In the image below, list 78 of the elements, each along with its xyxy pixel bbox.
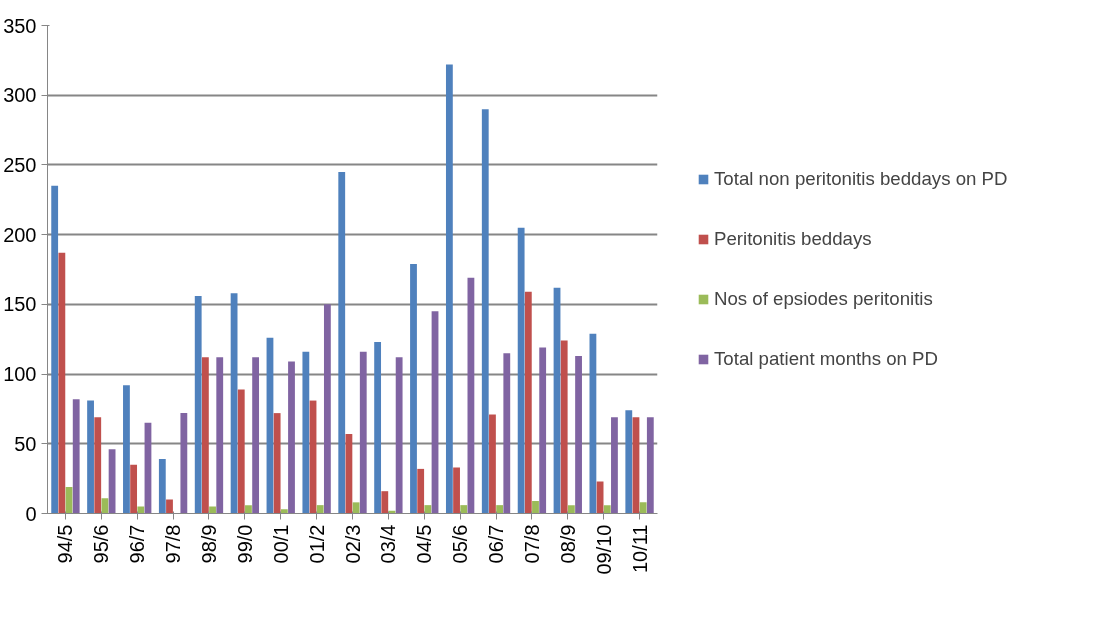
bar: [417, 468, 425, 514]
bar: [524, 291, 532, 514]
x-tick-label: 98/9: [197, 524, 220, 564]
x-tick-label: 99/0: [233, 524, 256, 564]
legend-label: Total non peritonitis beddays on PD: [714, 168, 1008, 190]
legend-label: Nos of epsiodes peritonitis: [714, 288, 933, 310]
bar: [201, 357, 209, 514]
bar: [216, 357, 224, 514]
bar: [395, 357, 403, 514]
legend-label: Total patient months on PD: [714, 348, 939, 370]
bar: [51, 185, 59, 514]
bar: [625, 410, 633, 514]
x-tick-label: 07/8: [520, 524, 543, 564]
bar: [338, 171, 346, 514]
bar: [424, 505, 432, 514]
bar: [166, 499, 173, 514]
bar: [611, 417, 618, 514]
bar: [560, 340, 568, 514]
bar: [323, 304, 331, 514]
bar: [94, 417, 102, 514]
bar: [453, 467, 460, 514]
y-tick-label: 150: [3, 293, 37, 316]
x-tick-label: 96/7: [126, 524, 149, 564]
bar: [280, 509, 288, 514]
y-tick-label: 0: [25, 502, 37, 525]
bar: [445, 64, 453, 514]
bar: [180, 413, 188, 514]
bar: [489, 414, 496, 514]
x-tick-label: 97/8: [162, 524, 185, 564]
y-tick-label: 50: [14, 432, 37, 455]
bar: [87, 400, 94, 514]
x-tick-label: 00/1: [269, 524, 292, 564]
y-tick-label: 200: [3, 223, 37, 246]
bar: [194, 295, 202, 514]
bar: [302, 351, 310, 514]
bar: [316, 505, 324, 514]
y-tick-label: 100: [3, 363, 37, 386]
bar: [539, 347, 547, 514]
bar: [481, 109, 489, 514]
x-tick-label: 04/5: [413, 524, 436, 564]
legend-label: Peritonitis beddays: [714, 228, 872, 250]
bar: [359, 351, 367, 514]
x-tick-label: 06/7: [485, 524, 508, 564]
bar: [503, 353, 511, 514]
x-tick-label: 01/2: [305, 524, 328, 564]
bar: [460, 505, 468, 514]
x-tick-label: 08/9: [556, 524, 579, 564]
bar: [252, 357, 260, 514]
bar: [410, 263, 417, 514]
bar: [575, 355, 582, 514]
bar: [245, 505, 252, 514]
x-tick-label: 94/5: [54, 524, 77, 564]
bar: [130, 464, 138, 514]
bar: [237, 389, 245, 514]
bar: [273, 413, 281, 514]
bar: [532, 500, 539, 514]
bar: [381, 491, 389, 514]
y-tick-label: 350: [3, 14, 37, 37]
bar: [639, 502, 647, 514]
x-tick-label: 09/10: [592, 524, 615, 575]
bar: [158, 459, 166, 514]
bar: [374, 342, 382, 514]
x-tick-label: 02/3: [341, 524, 364, 564]
bar: [496, 505, 504, 514]
bar: [288, 361, 295, 514]
x-tick-label: 05/6: [449, 524, 472, 564]
bar: [123, 385, 130, 514]
bar: [646, 417, 654, 514]
bar: [72, 399, 80, 514]
x-tick-label: 03/4: [377, 524, 400, 564]
x-tick-label: 95/6: [90, 524, 113, 564]
y-tick-label: 250: [3, 153, 37, 176]
bar: [567, 505, 575, 514]
y-tick-label: 300: [3, 84, 37, 107]
bar: [58, 252, 66, 514]
x-tick-label: 10/11: [628, 524, 651, 574]
bar: [603, 505, 611, 514]
bar: [517, 227, 525, 514]
